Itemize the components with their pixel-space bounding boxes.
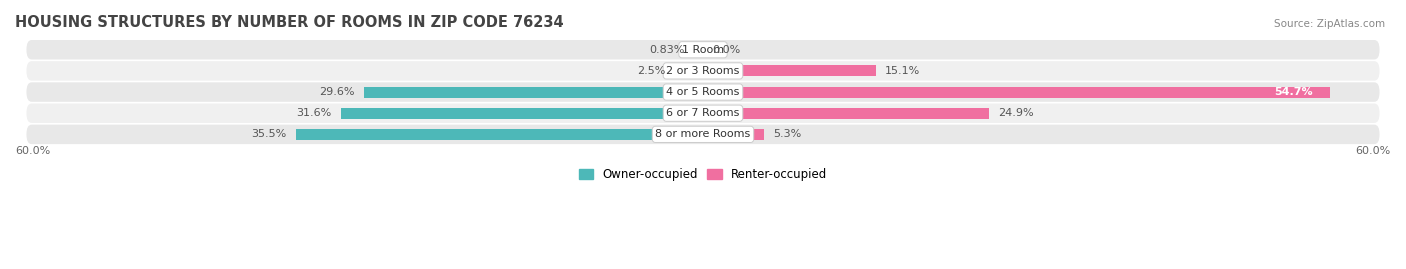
Text: 0.83%: 0.83% xyxy=(650,45,685,55)
Text: 15.1%: 15.1% xyxy=(886,66,921,76)
Text: 4 or 5 Rooms: 4 or 5 Rooms xyxy=(666,87,740,97)
Text: HOUSING STRUCTURES BY NUMBER OF ROOMS IN ZIP CODE 76234: HOUSING STRUCTURES BY NUMBER OF ROOMS IN… xyxy=(15,15,564,30)
Legend: Owner-occupied, Renter-occupied: Owner-occupied, Renter-occupied xyxy=(574,163,832,185)
Text: Source: ZipAtlas.com: Source: ZipAtlas.com xyxy=(1274,19,1385,29)
Text: 2.5%: 2.5% xyxy=(637,66,665,76)
Bar xyxy=(703,87,1330,98)
FancyBboxPatch shape xyxy=(27,61,1379,81)
Bar xyxy=(703,129,763,140)
Bar xyxy=(703,108,988,119)
Text: 31.6%: 31.6% xyxy=(297,108,332,118)
Text: 60.0%: 60.0% xyxy=(1355,146,1391,157)
Text: 8 or more Rooms: 8 or more Rooms xyxy=(655,129,751,139)
Text: 0.0%: 0.0% xyxy=(713,45,741,55)
Text: 60.0%: 60.0% xyxy=(15,146,51,157)
Text: 29.6%: 29.6% xyxy=(319,87,354,97)
Bar xyxy=(364,87,703,98)
Text: 1 Room: 1 Room xyxy=(682,45,724,55)
Bar xyxy=(340,108,703,119)
Bar xyxy=(693,44,703,55)
Text: 6 or 7 Rooms: 6 or 7 Rooms xyxy=(666,108,740,118)
Bar xyxy=(295,129,703,140)
Text: 54.7%: 54.7% xyxy=(1274,87,1313,97)
Text: 24.9%: 24.9% xyxy=(998,108,1033,118)
Text: 2 or 3 Rooms: 2 or 3 Rooms xyxy=(666,66,740,76)
FancyBboxPatch shape xyxy=(27,40,1379,59)
Text: 5.3%: 5.3% xyxy=(773,129,801,139)
FancyBboxPatch shape xyxy=(27,125,1379,144)
FancyBboxPatch shape xyxy=(27,82,1379,102)
Bar xyxy=(703,65,876,76)
FancyBboxPatch shape xyxy=(27,104,1379,123)
Bar xyxy=(675,65,703,76)
Text: 35.5%: 35.5% xyxy=(252,129,287,139)
